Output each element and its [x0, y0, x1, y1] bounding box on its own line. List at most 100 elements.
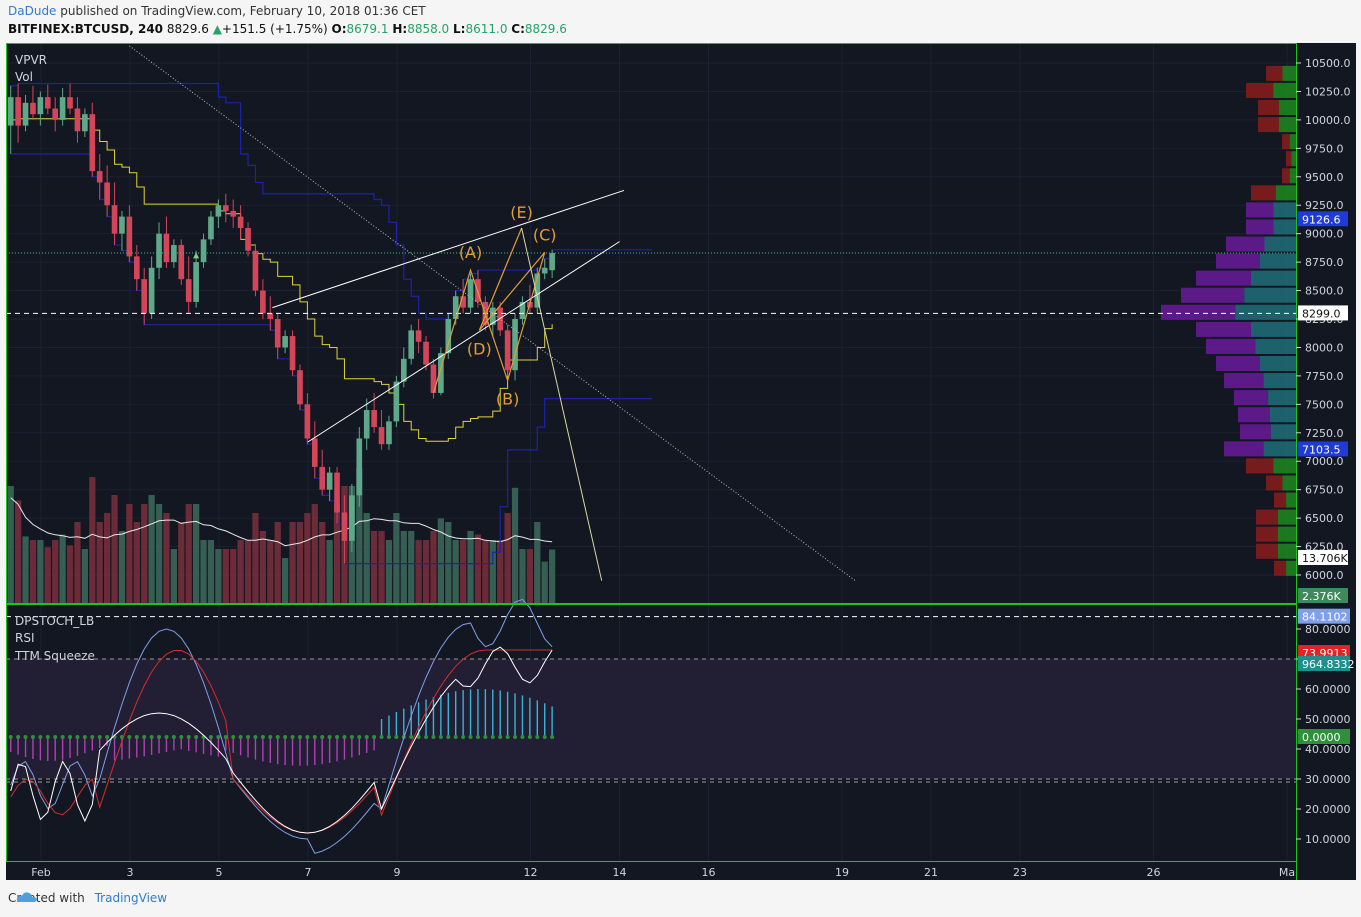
- squeeze-dot: [68, 735, 73, 739]
- vp-bar-buy: [1260, 253, 1296, 269]
- squeeze-dot: [475, 735, 480, 739]
- volume-bar: [326, 540, 333, 604]
- dpstoch-line: [10, 598, 553, 854]
- candle-body: [104, 182, 110, 206]
- price-tick-label: 7000.0: [1305, 455, 1344, 468]
- candle-body: [549, 253, 555, 271]
- osc-badge-dpstoch: 84.1102: [1302, 611, 1348, 624]
- vp-bar-buy: [1282, 65, 1296, 81]
- vp-bar-buy: [1275, 185, 1296, 201]
- vp-bar-sell: [1246, 202, 1274, 218]
- candle-body: [423, 341, 429, 365]
- volume-bar: [534, 522, 541, 604]
- close-label: C:: [511, 22, 525, 36]
- price-badge-upper: 9126.6: [1302, 213, 1341, 226]
- vp-bar-sell: [1196, 270, 1251, 286]
- volume-bar: [81, 549, 88, 604]
- vp-bar-sell: [1196, 321, 1251, 337]
- volume-bar: [526, 549, 533, 604]
- squeeze-dot: [297, 735, 302, 739]
- volume-bar: [430, 531, 437, 604]
- vp-bar-sell: [1258, 99, 1279, 116]
- vp-bar-sell: [1246, 219, 1274, 235]
- squeeze-dot: [38, 735, 43, 739]
- candle-body: [208, 216, 214, 240]
- vp-bar-sell: [1240, 424, 1271, 440]
- price-tick-label: 9500.0: [1305, 171, 1344, 184]
- volume-bar: [22, 536, 29, 604]
- volume-bar: [371, 531, 378, 604]
- candle-body: [15, 97, 21, 126]
- squeeze-dot: [82, 735, 87, 739]
- candle-body: [237, 216, 244, 228]
- price-tick-label: 7250.0: [1305, 427, 1344, 440]
- osc-badge-dpstoch-box: [1298, 608, 1350, 624]
- candle-body: [59, 97, 66, 120]
- candle-body: [371, 410, 377, 428]
- vp-bar-buy: [1255, 338, 1296, 354]
- volume-bar: [511, 487, 519, 604]
- volume-bar: [378, 531, 385, 604]
- squeeze-dot: [260, 735, 265, 739]
- candle-body: [519, 301, 526, 319]
- wedge-upper: [272, 189, 625, 309]
- osc-badge-zero-box: [1298, 729, 1350, 744]
- candle-body: [163, 233, 170, 263]
- volume-bar: [222, 549, 229, 604]
- squeeze-dot: [149, 735, 154, 739]
- chart-area[interactable]: (A) (B) (C) (D) (E) 10500.0 10250.0 10000.0 975…: [6, 43, 1356, 880]
- footer: Created with TradingView: [8, 891, 167, 905]
- vp-bar-sell: [1282, 134, 1290, 150]
- time-tick-label: 12: [524, 866, 538, 879]
- squeeze-dot: [520, 735, 525, 739]
- time-tick-label: 14: [613, 866, 627, 879]
- volume-bar: [311, 504, 318, 604]
- chart-svg[interactable]: (A)(B)(C)(D)(E) 10500.010250.010000.0975…: [6, 43, 1356, 880]
- squeeze-dot: [505, 735, 510, 739]
- volume-bar: [141, 504, 148, 604]
- volume-bar: [155, 504, 163, 604]
- squeeze-dot: [483, 735, 488, 739]
- candle-body: [267, 313, 274, 319]
- squeeze-dot: [142, 735, 147, 739]
- candle-body: [156, 233, 162, 268]
- author-link[interactable]: DaDude: [8, 4, 57, 18]
- vp-bar-buy: [1263, 373, 1296, 389]
- publish-text: published on TradingView.com, February 1…: [60, 4, 426, 18]
- vp-bar-buy: [1291, 151, 1296, 167]
- price-tick-label: 10250.0: [1305, 85, 1351, 98]
- downtrend-line: [129, 45, 856, 582]
- candle-body: [282, 336, 288, 348]
- vp-bar-buy: [1289, 168, 1296, 184]
- price-tick-label: 8500.0: [1305, 285, 1344, 298]
- vp-bar-buy: [1286, 492, 1296, 508]
- candle-body: [512, 319, 518, 371]
- time-tick-label: Feb: [31, 866, 50, 879]
- open-label: O:: [331, 22, 347, 36]
- candle-body: [133, 256, 140, 280]
- candle-body: [7, 97, 14, 126]
- low-label: L:: [453, 22, 466, 36]
- vp-bar-buy: [1268, 390, 1296, 406]
- candle-body: [497, 307, 504, 331]
- vp-bar-buy: [1270, 424, 1296, 440]
- vp-bar-sell: [1274, 492, 1287, 508]
- vp-bar-buy: [1273, 219, 1296, 235]
- candle-body: [215, 205, 222, 217]
- squeeze-dot: [550, 735, 555, 739]
- volume-bar: [15, 500, 22, 604]
- vp-bar-sell: [1161, 304, 1236, 320]
- volume-bar: [400, 531, 407, 604]
- tradingview-cloud-icon: [16, 892, 37, 902]
- volume-badge: 2.376K: [1302, 590, 1341, 603]
- candle-body: [230, 210, 237, 217]
- volume-bar: [74, 522, 81, 604]
- vp-bar-sell: [1256, 509, 1278, 525]
- volume-bar: [549, 549, 556, 604]
- volume-bar: [37, 540, 44, 604]
- volume-bar: [44, 547, 51, 604]
- tradingview-link[interactable]: TradingView: [94, 891, 168, 905]
- close-value: 8829.6: [524, 22, 567, 36]
- volume-bar: [89, 477, 96, 604]
- squeeze-dot: [53, 735, 58, 739]
